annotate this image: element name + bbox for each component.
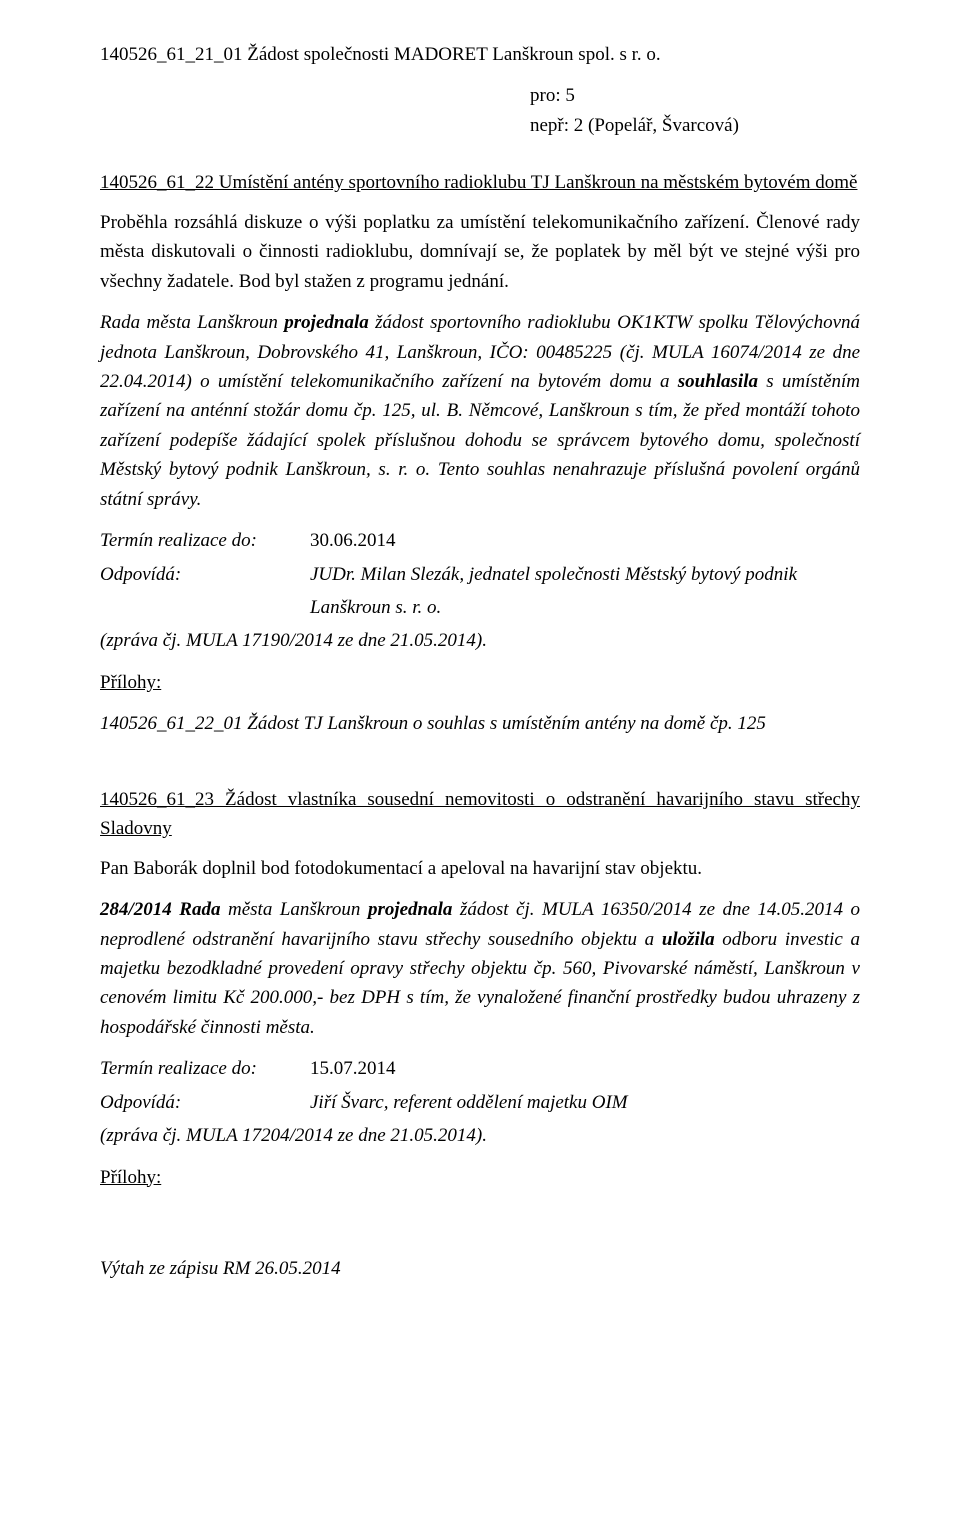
prilohy-label-text: Přílohy: (100, 672, 161, 693)
attachment-line: 140526_61_21_01 Žádost společnosti MADOR… (100, 40, 860, 69)
item-22-title-text: 140526_61_22 Umístění antény sportovního… (100, 172, 857, 193)
text-bold: souhlasila (678, 371, 758, 392)
termin-label: Termín realizace do: (100, 526, 310, 555)
text-bold: 284/2014 Rada (100, 899, 220, 920)
text-bold: uložila (662, 929, 715, 950)
vote-block: pro: 5 nepř: 2 (Popelář, Švarcová) (100, 81, 860, 140)
odpovida-row-2: Lanškroun s. r. o. (100, 593, 860, 622)
termin-row-23: Termín realizace do: 15.07.2014 (100, 1054, 860, 1083)
termin-value: 30.06.2014 (310, 526, 860, 555)
text-bold: projednala (284, 312, 368, 333)
termin-label-23: Termín realizace do: (100, 1054, 310, 1083)
odpovida-value-2: Lanškroun s. r. o. (310, 593, 860, 622)
vote-nepr: nepř: 2 (Popelář, Švarcová) (530, 111, 860, 140)
odpovida-value-23: Jiří Švarc, referent oddělení majetku OI… (310, 1088, 860, 1117)
odpovida-row: Odpovídá: JUDr. Milan Slezák, jednatel s… (100, 560, 860, 589)
termin-value-23: 15.07.2014 (310, 1054, 860, 1083)
item-22-priloha: 140526_61_22_01 Žádost TJ Lanškroun o so… (100, 709, 860, 738)
odpovida-value-1: JUDr. Milan Slezák, jednatel společnosti… (310, 560, 860, 589)
vote-pro: pro: 5 (530, 81, 860, 110)
odpovida-row-23: Odpovídá: Jiří Švarc, referent oddělení … (100, 1088, 860, 1117)
item-22-para1: Proběhla rozsáhlá diskuze o výši poplatk… (100, 208, 860, 296)
item-23-para1: Pan Baborák doplnil bod fotodokumentací … (100, 854, 860, 883)
text-segment: města Lanškroun (220, 899, 367, 920)
item-22-para2: Rada města Lanškroun projednala žádost s… (100, 308, 860, 514)
item-23-para2: 284/2014 Rada města Lanškroun projednala… (100, 895, 860, 1042)
page-footer: Výtah ze zápisu RM 26.05.2014 (100, 1254, 860, 1283)
item-23-title: 140526_61_23 Žádost vlastníka sousední n… (100, 785, 860, 844)
termin-row: Termín realizace do: 30.06.2014 (100, 526, 860, 555)
text-bold: projednala (368, 899, 452, 920)
item-22-title: 140526_61_22 Umístění antény sportovního… (100, 168, 860, 197)
prilohy-label: Přílohy: (100, 668, 860, 697)
section-gap (100, 751, 860, 785)
text-segment: Rada města Lanškroun (100, 312, 284, 333)
zprava-line: (zpráva čj. MULA 17190/2014 ze dne 21.05… (100, 626, 860, 655)
odpovida-label: Odpovídá: (100, 560, 310, 589)
zprava-line-23: (zpráva čj. MULA 17204/2014 ze dne 21.05… (100, 1121, 860, 1150)
prilohy-label-text-23: Přílohy: (100, 1167, 161, 1188)
odpovida-label-23: Odpovídá: (100, 1088, 310, 1117)
item-23-title-text: 140526_61_23 Žádost vlastníka sousední n… (100, 789, 860, 839)
prilohy-label-23: Přílohy: (100, 1163, 860, 1192)
footer-gap (100, 1204, 860, 1224)
odpovida-label-empty (100, 593, 310, 622)
